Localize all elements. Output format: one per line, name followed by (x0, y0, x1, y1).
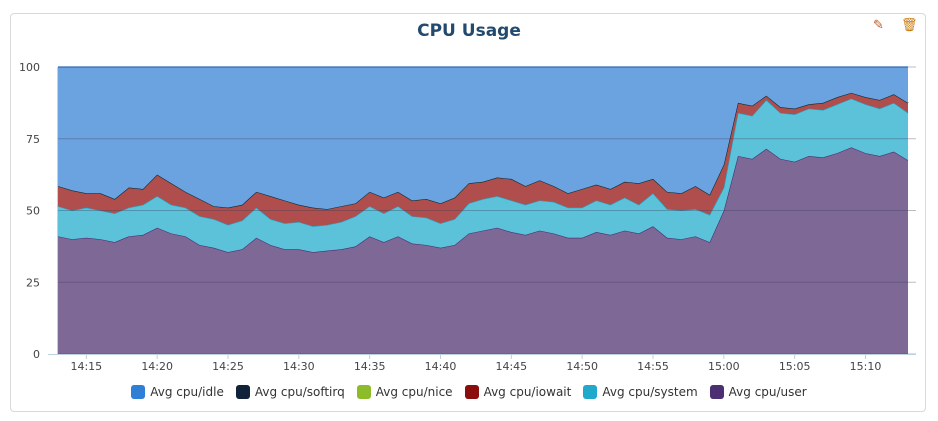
chart-legend: Avg cpu/idle Avg cpu/softirq Avg cpu/nice A… (0, 385, 938, 399)
legend-label: Avg cpu/softirq (254, 385, 345, 399)
x-tick-label: 14:50 (566, 360, 598, 373)
x-tick-label: 15:00 (708, 360, 740, 373)
x-tick-label: 14:40 (425, 360, 457, 373)
x-tick-label: 14:15 (70, 360, 102, 373)
pencil-icon[interactable]: ✎ (873, 18, 884, 33)
x-tick-label: 14:25 (212, 360, 244, 373)
legend-item-softirq[interactable]: Avg cpu/softirq (235, 385, 345, 399)
y-tick-label: 25 (26, 276, 40, 289)
legend-item-iowait[interactable]: Avg cpu/iowait (464, 385, 572, 399)
legend-item-user[interactable]: Avg cpu/user (709, 385, 807, 399)
x-tick-label: 14:35 (354, 360, 386, 373)
area-user (58, 147, 908, 354)
legend-swatch (709, 385, 724, 399)
x-tick-label: 14:55 (637, 360, 669, 373)
x-tick-label: 14:45 (495, 360, 527, 373)
area-idle (58, 67, 908, 210)
x-tick-label: 14:20 (141, 360, 173, 373)
legend-label: Avg cpu/user (728, 385, 807, 399)
legend-label: Avg cpu/iowait (483, 385, 572, 399)
x-tick-label: 14:30 (283, 360, 315, 373)
trash-icon[interactable]: 🗑 (901, 18, 918, 33)
y-tick-label: 50 (26, 205, 40, 218)
y-tick-label: 75 (26, 133, 40, 146)
chart-title: CPU Usage (417, 21, 521, 41)
legend-swatch (583, 385, 598, 399)
legend-item-idle[interactable]: Avg cpu/idle (131, 385, 224, 399)
legend-swatch (464, 385, 479, 399)
x-tick-label: 15:05 (779, 360, 811, 373)
legend-label: Avg cpu/nice (375, 385, 453, 399)
area-iowait (58, 92, 908, 227)
x-tick-label: 15:10 (850, 360, 882, 373)
legend-swatch (131, 385, 146, 399)
legend-label: Avg cpu/system (602, 385, 698, 399)
legend-swatch (356, 385, 371, 399)
legend-item-nice[interactable]: Avg cpu/nice (356, 385, 453, 399)
legend-item-system[interactable]: Avg cpu/system (583, 385, 698, 399)
legend-swatch (235, 385, 250, 399)
area-system (58, 98, 908, 253)
y-tick-label: 100 (19, 61, 40, 74)
y-tick-label: 0 (33, 348, 40, 361)
legend-label: Avg cpu/idle (150, 385, 224, 399)
